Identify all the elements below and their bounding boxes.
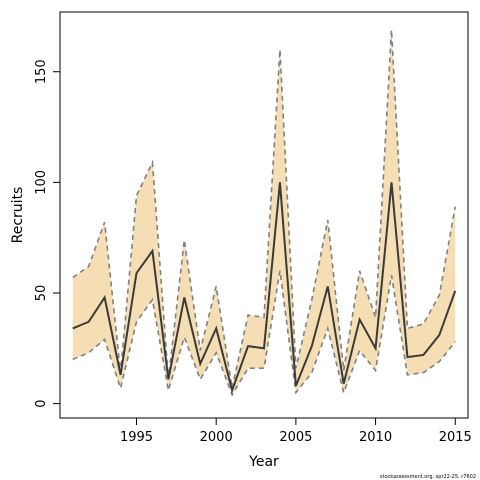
footnote: stockassessment.org, spr22-25, r7602 [380,474,476,480]
x-tick-label: 2005 [279,430,312,445]
y-tick-label: 150 [34,59,49,84]
x-axis: 1995 2000 2005 2010 2015 [120,418,472,445]
plot-layer [72,29,457,397]
x-tick-label: 2015 [439,430,472,445]
lower-bound-line [72,270,456,397]
y-axis: 0 50 100 150 [34,59,60,408]
y-tick-label: 100 [34,170,49,195]
x-tick-label: 2010 [359,430,392,445]
confidence-band [72,29,456,395]
upper-bound-line [72,29,457,389]
y-tick-label: 50 [34,285,49,302]
x-tick-label: 1995 [120,430,153,445]
x-axis-title: Year [248,454,279,470]
y-tick-label: 0 [34,399,49,407]
x-tick-label: 2000 [200,430,233,445]
estimate-line [72,182,457,394]
plot-frame [59,11,469,419]
y-axis-title: Recruits [10,187,26,244]
